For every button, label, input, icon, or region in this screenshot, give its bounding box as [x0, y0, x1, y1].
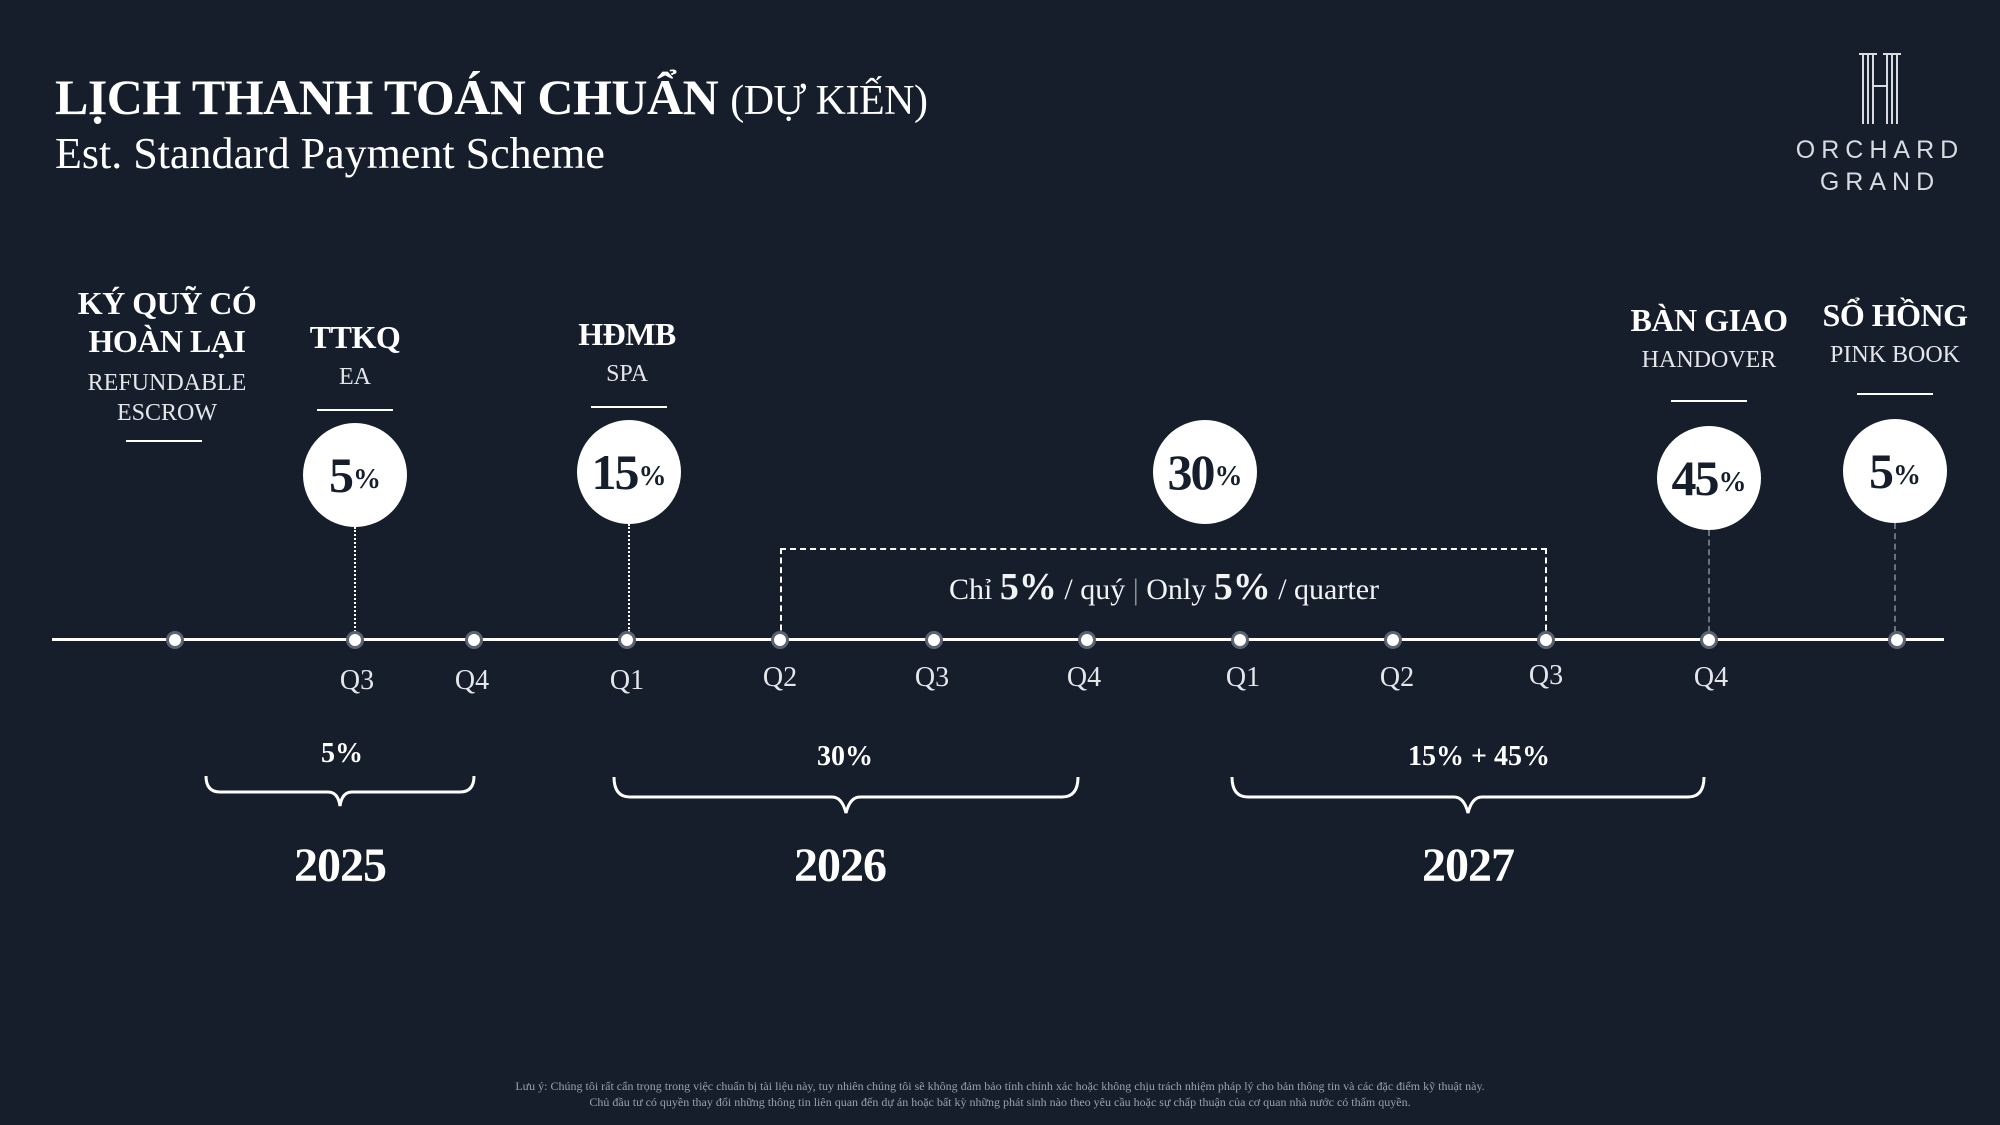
timeline-dot — [1384, 631, 1402, 649]
timeline-dot — [771, 631, 789, 649]
milestone-escrow-rule — [126, 440, 202, 442]
milestone-handover-vi: BÀN GIAO — [1630, 302, 1788, 338]
timeline-dot — [618, 631, 636, 649]
quarter-label: Q2 — [1379, 662, 1415, 693]
pct-symbol: % — [1893, 460, 1921, 491]
timeline-dot — [346, 631, 364, 649]
brand-logo: ORCHARD GRAND — [1795, 52, 1965, 202]
milestone-spa-label: HĐMB SPA — [578, 315, 676, 389]
disclaimer-line-1: Lưu ý: Chúng tôi rất cẩn trọng trong việ… — [515, 1079, 1485, 1093]
year-2025-total: 5% — [321, 738, 363, 769]
quarterly-note: Chỉ 5% / quý | Only 5% / quarter — [949, 565, 1379, 609]
connector-pinkbook — [1894, 523, 1896, 632]
quarter-label: Q1 — [1225, 662, 1261, 693]
milestone-ea-label: TTKQ EA — [309, 318, 401, 392]
year-2025: 2025 — [294, 839, 387, 892]
milestone-quarterly-percent: 30% — [1153, 420, 1257, 524]
connector-handover — [1708, 530, 1710, 632]
timeline-dot — [166, 631, 184, 649]
note-vi-pct: 5% — [999, 566, 1057, 608]
pct-symbol: % — [1718, 467, 1747, 498]
milestone-spa-rule — [591, 406, 667, 408]
milestone-escrow-vi-1: KÝ QUỸ CÓ — [77, 285, 257, 321]
year-2027: 2027 — [1422, 839, 1515, 892]
milestone-pinkbook-label: SỔ HỒNG PINK BOOK — [1823, 296, 1968, 370]
year-2026-total: 30% — [817, 741, 873, 772]
pct-symbol: % — [1214, 461, 1243, 492]
milestone-handover-label: BÀN GIAO HANDOVER — [1631, 301, 1788, 375]
milestone-escrow-vi-2: HOÀN LẠI — [88, 323, 246, 359]
milestone-pinkbook-en: PINK BOOK — [1829, 342, 1960, 368]
note-vi-suffix: / quý — [1064, 573, 1126, 606]
milestone-escrow-label: KÝ QUỸ CÓ HOÀN LẠI REFUNDABLE ESCROW — [78, 284, 257, 428]
milestone-escrow-en-2: ESCROW — [116, 400, 218, 426]
logo-mark-icon — [1859, 53, 1901, 124]
brace-2025-icon — [204, 775, 476, 807]
timeline-axis — [52, 638, 1944, 641]
quarter-label: Q3 — [914, 662, 950, 693]
quarter-label: Q4 — [1693, 662, 1729, 693]
year-2027-total: 15% + 45% — [1408, 741, 1550, 772]
pct-symbol: % — [353, 464, 381, 495]
milestone-escrow-en-1: REFUNDABLE — [87, 370, 247, 396]
connector-spa — [628, 524, 630, 632]
quarter-label: Q3 — [339, 665, 375, 696]
quarter-label: Q4 — [1066, 662, 1102, 693]
year-2026: 2026 — [794, 839, 887, 892]
milestone-spa-vi: HĐMB — [578, 316, 676, 352]
brace-2027-icon — [1230, 776, 1706, 814]
logo-line-2: GRAND — [1819, 168, 1941, 196]
milestone-ea-vi: TTKQ — [309, 319, 401, 355]
quarter-label: Q1 — [609, 665, 645, 696]
quarter-label: Q3 — [1528, 660, 1564, 691]
milestone-pinkbook-rule — [1857, 393, 1933, 395]
timeline-dot — [1078, 631, 1096, 649]
milestone-handover-rule — [1671, 400, 1747, 402]
milestone-spa-percent: 15% — [577, 420, 681, 524]
note-vi-prefix: Chỉ — [949, 573, 993, 606]
milestone-handover-percent: 45% — [1657, 426, 1761, 530]
connector-ea — [354, 527, 356, 632]
timeline-dot — [925, 631, 943, 649]
note-en-pct: 5% — [1213, 566, 1271, 608]
timeline-dot — [1700, 631, 1718, 649]
logo-line-1: ORCHARD — [1795, 136, 1965, 164]
timeline-dot — [465, 631, 483, 649]
milestone-handover-en: HANDOVER — [1641, 347, 1777, 373]
note-en-prefix: Only — [1146, 573, 1207, 606]
pct-number: 5 — [1869, 443, 1894, 499]
pct-number: 5 — [329, 447, 354, 503]
page-title: LỊCH THANH TOÁN CHUẨN (DỰ KIẾN) — [55, 69, 928, 125]
timeline-dot — [1888, 631, 1906, 649]
page-subtitle: Est. Standard Payment Scheme — [55, 129, 605, 178]
quarterly-bracket — [780, 548, 1547, 640]
note-separator: | — [1132, 573, 1139, 606]
brace-2026-icon — [612, 776, 1080, 814]
pct-number: 30 — [1167, 444, 1216, 500]
title-vi-suffix: (DỰ KIẾN) — [730, 78, 928, 124]
pct-number: 45 — [1671, 450, 1720, 506]
milestone-pinkbook-vi: SỔ HỒNG — [1822, 297, 1968, 333]
milestone-ea-rule — [317, 409, 393, 411]
timeline-dot — [1537, 631, 1555, 649]
pct-symbol: % — [638, 461, 667, 492]
quarter-label: Q4 — [454, 665, 490, 696]
title-vi: LỊCH THANH TOÁN CHUẨN — [55, 69, 719, 125]
timeline-dot — [1231, 631, 1249, 649]
milestone-spa-en: SPA — [606, 361, 648, 387]
quarter-label: Q2 — [762, 662, 798, 693]
disclaimer: Lưu ý: Chúng tôi rất cẩn trọng trong việ… — [300, 1078, 1700, 1110]
milestone-ea-en: EA — [339, 364, 371, 390]
milestone-ea-percent: 5% — [303, 423, 407, 527]
disclaimer-line-2: Chủ đầu tư có quyền thay đổi những thông… — [589, 1095, 1411, 1109]
pct-number: 15 — [591, 444, 640, 500]
milestone-pinkbook-percent: 5% — [1843, 419, 1947, 523]
note-en-suffix: / quarter — [1278, 573, 1379, 606]
